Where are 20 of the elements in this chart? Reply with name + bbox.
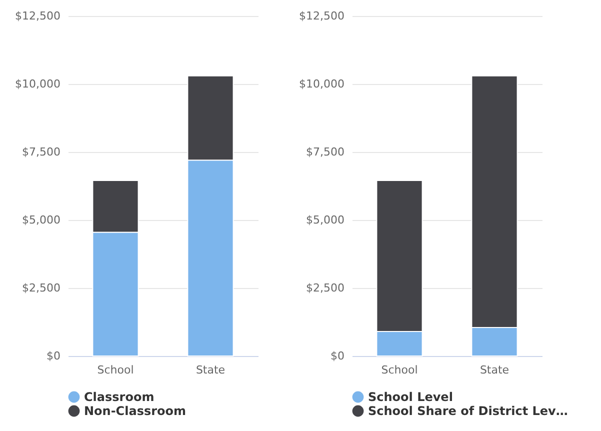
y-tick-label: $12,500 <box>299 10 344 22</box>
legend-label: School Level <box>368 390 453 404</box>
x-tick-label: State <box>480 364 510 376</box>
y-tick-label: $7,500 <box>22 146 60 158</box>
x-tick-label: School <box>97 364 134 376</box>
legend-label: School Share of District Lev… <box>368 404 568 418</box>
y-tick-label: $0 <box>46 350 60 362</box>
y-tick-label: $5,000 <box>22 214 60 226</box>
y-tick-label: $10,000 <box>299 78 344 90</box>
y-tick-label: $10,000 <box>15 78 60 90</box>
x-tick-label: State <box>196 364 226 376</box>
legend-label: Non-Classroom <box>84 404 186 418</box>
y-tick-label: $0 <box>330 350 344 362</box>
y-tick-label: $12,500 <box>15 10 60 22</box>
legend-label: Classroom <box>84 390 154 404</box>
y-tick-label: $2,500 <box>306 282 344 294</box>
y-tick-label: $7,500 <box>306 146 344 158</box>
y-tick-label: $2,500 <box>22 282 60 294</box>
x-tick-label: School <box>381 364 418 376</box>
y-tick-label: $5,000 <box>306 214 344 226</box>
